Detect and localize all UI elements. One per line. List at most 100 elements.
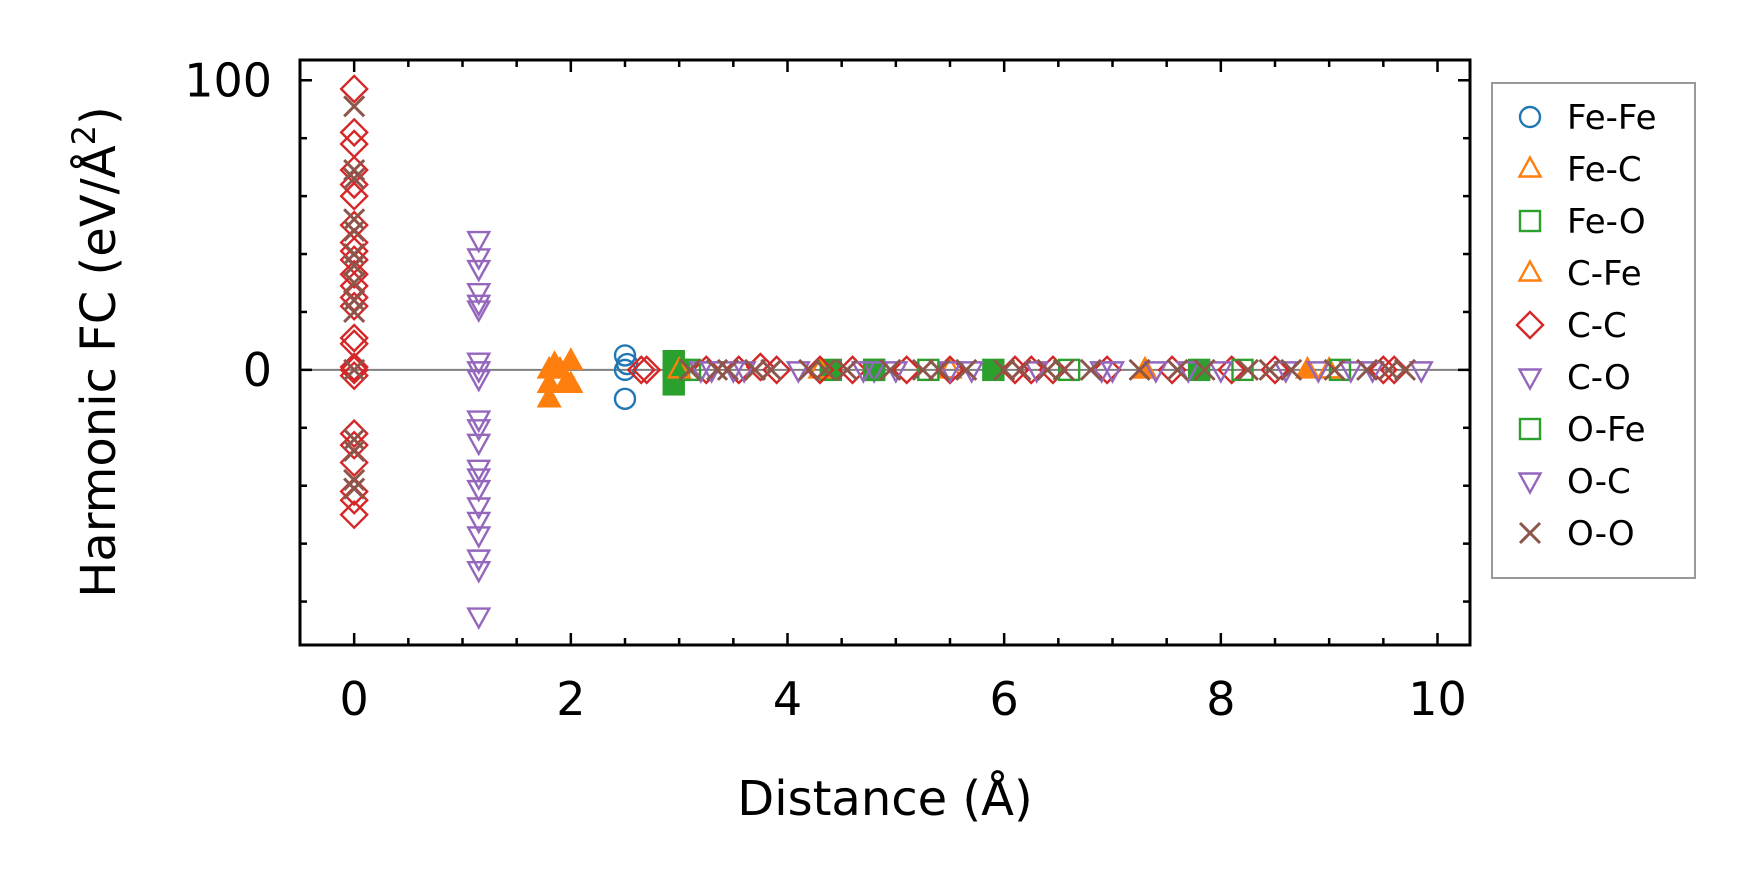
data-point (1208, 361, 1234, 384)
legend-item-c-fe: C-Fe (1517, 254, 1642, 294)
series-o-o (343, 95, 1417, 500)
legend-marker (1517, 155, 1543, 178)
data-point (1231, 358, 1254, 382)
data-point (466, 479, 492, 503)
x-marker-stroke (798, 358, 821, 381)
data-point (862, 358, 886, 382)
data-point (466, 561, 492, 584)
data-point (339, 355, 369, 385)
data-point (466, 497, 492, 520)
data-point (814, 358, 837, 381)
x-marker-stroke (678, 358, 702, 381)
data-point (343, 158, 366, 182)
data-point (1356, 358, 1379, 381)
x-marker-stroke (343, 158, 366, 182)
x-marker-stroke (343, 477, 366, 500)
x-marker-stroke (1036, 358, 1059, 381)
data-point (1024, 361, 1050, 384)
data-point (466, 300, 492, 324)
data-point (343, 468, 366, 491)
data-point (706, 358, 729, 381)
x-marker-stroke (1128, 358, 1151, 381)
x-marker-stroke (955, 358, 978, 381)
y-axis-title-main: Harmonic FC (eV/Å (70, 145, 127, 598)
data-point (466, 294, 492, 318)
data-point (466, 607, 492, 631)
data-point (339, 117, 369, 148)
data-point (1175, 361, 1201, 384)
data-point (836, 358, 859, 381)
data-point (1079, 358, 1102, 381)
x-marker-stroke (343, 167, 366, 190)
data-point (631, 355, 662, 385)
data-point (785, 361, 811, 384)
data-point (1052, 358, 1075, 381)
x-marker-stroke (1280, 358, 1303, 381)
data-point (466, 526, 492, 549)
x-marker-stroke (743, 358, 767, 381)
legend-label: Fe-Fe (1567, 98, 1657, 138)
data-point (743, 358, 767, 381)
data-point (626, 355, 656, 385)
legend-item-fe-c: Fe-C (1517, 150, 1642, 190)
x-axis-title: Distance (Å) (737, 770, 1032, 827)
data-point (343, 358, 366, 381)
data-point (760, 358, 783, 381)
data-point (343, 219, 366, 242)
data-point (466, 433, 492, 457)
x-marker-stroke (706, 358, 729, 381)
x-marker-stroke (879, 358, 902, 381)
data-point (1016, 355, 1046, 385)
data-point (1328, 358, 1352, 382)
legend-item-c-o: C-O (1517, 358, 1631, 398)
y-axis-title-tail: ) (71, 106, 127, 125)
x-tick-label: 2 (556, 672, 585, 726)
x-marker-stroke (1009, 358, 1032, 381)
data-point (716, 358, 739, 381)
data-point (1187, 358, 1211, 382)
data-point (1408, 361, 1434, 384)
data-point (466, 549, 492, 573)
data-point (613, 387, 637, 411)
data-point (937, 355, 963, 379)
data-point (536, 384, 562, 408)
x-marker-stroke (343, 95, 366, 118)
data-point (613, 344, 637, 367)
data-point (1092, 355, 1122, 385)
data-point (993, 358, 1016, 381)
data-point (339, 181, 369, 211)
x-marker-stroke (1079, 358, 1102, 381)
data-point (466, 511, 492, 535)
x-marker-stroke (343, 254, 366, 277)
data-point (879, 358, 902, 381)
data-point (339, 259, 369, 290)
x-marker-stroke (343, 358, 366, 381)
y-tick-label: 100 (184, 53, 272, 107)
data-point (558, 347, 584, 370)
series-fe-c (536, 347, 1321, 408)
ticks-layer (298, 60, 1470, 645)
data-point (339, 499, 369, 530)
x-marker-stroke (343, 219, 366, 242)
x-marker-stroke (716, 358, 739, 381)
y-tick-label: 0 (243, 343, 272, 397)
data-point (891, 355, 922, 385)
data-points-layer (339, 74, 1434, 631)
x-marker-stroke (836, 358, 859, 381)
data-point (343, 254, 366, 277)
data-point (1377, 358, 1400, 381)
legend-item-o-c: O-C (1517, 462, 1631, 502)
data-point (1216, 355, 1247, 385)
x-marker-stroke (814, 358, 837, 381)
data-point (1393, 358, 1417, 381)
data-point (955, 358, 978, 381)
data-point (678, 358, 702, 381)
legend-item-fe-fe: Fe-Fe (1518, 98, 1657, 138)
x-marker-stroke (343, 300, 366, 324)
x-marker-stroke (343, 439, 366, 463)
data-point (691, 355, 721, 385)
x-marker-stroke (911, 358, 934, 381)
data-point (343, 477, 366, 500)
x-marker-stroke (1258, 358, 1281, 381)
